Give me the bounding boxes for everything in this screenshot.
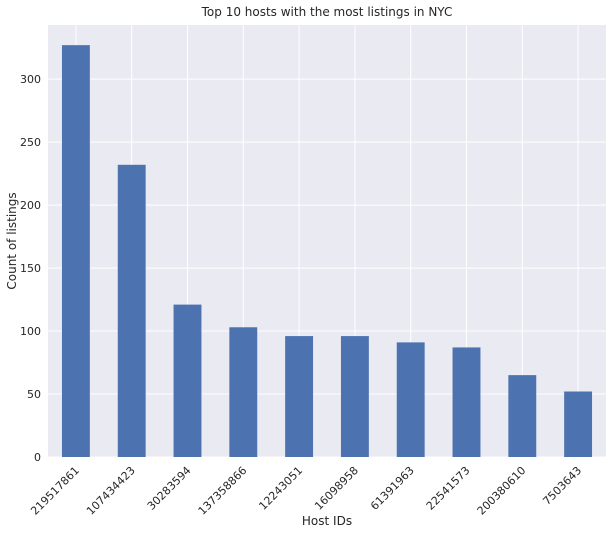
bar-22541573: [452, 347, 481, 457]
x-tick-label: 219517861: [28, 464, 82, 518]
bar-12243051: [285, 336, 314, 457]
bar-219517861: [61, 45, 90, 457]
y-tick-labels: 0 50 100 150 200 250 300: [20, 73, 41, 464]
x-tick-label: 7503643: [540, 464, 584, 508]
bar-61391963: [396, 342, 425, 457]
y-tick-label: 50: [27, 388, 41, 401]
x-tick-label: 30283594: [145, 464, 194, 513]
y-tick-label: 300: [20, 73, 41, 86]
x-tick-label: 137358866: [196, 464, 250, 518]
x-tick-label: 22541573: [424, 464, 473, 513]
bar-137358866: [229, 327, 258, 457]
bar-16098958: [340, 336, 369, 457]
x-tick-label: 61391963: [368, 464, 417, 513]
x-tick-label: 107434423: [84, 464, 138, 518]
x-tick-label: 12243051: [256, 464, 305, 513]
bar-107434423: [117, 164, 146, 457]
bar-7503643: [564, 391, 593, 457]
bar-30283594: [173, 304, 202, 457]
y-tick-label: 0: [34, 451, 41, 464]
x-tick-labels: 219517861 107434423 30283594 137358866 12243…: [28, 464, 584, 518]
y-tick-label: 200: [20, 199, 41, 212]
chart-title: Top 10 hosts with the most listings in N…: [201, 5, 453, 19]
y-tick-label: 250: [20, 136, 41, 149]
x-tick-label: 16098958: [312, 464, 361, 513]
y-tick-label: 150: [20, 262, 41, 275]
bar-200380610: [508, 375, 537, 457]
x-axis-label: Host IDs: [302, 514, 352, 528]
y-axis-label: Count of listings: [5, 192, 19, 289]
bars: [61, 45, 593, 457]
y-tick-label: 100: [20, 325, 41, 338]
x-tick-label: 200380610: [475, 464, 529, 518]
